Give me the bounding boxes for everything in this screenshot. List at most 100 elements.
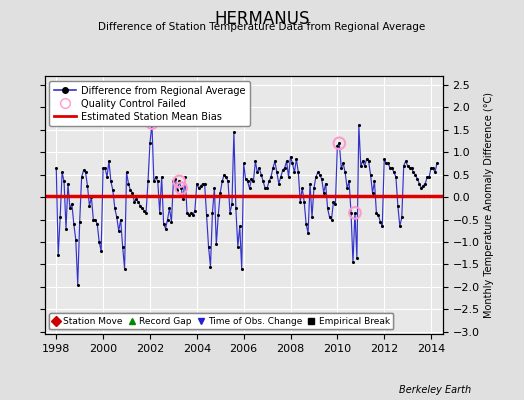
Point <box>255 165 264 171</box>
Point <box>302 221 310 227</box>
Point <box>363 156 371 162</box>
Point <box>372 210 380 216</box>
Point <box>151 174 160 180</box>
Point <box>253 169 261 176</box>
Point <box>177 185 185 191</box>
Point <box>228 201 236 207</box>
Point <box>194 185 203 191</box>
Point <box>216 190 224 196</box>
Point <box>134 198 143 205</box>
Point <box>214 212 223 218</box>
Point <box>245 185 254 191</box>
Point <box>399 162 408 169</box>
Point <box>288 160 297 167</box>
Point <box>136 203 145 209</box>
Point <box>132 196 140 202</box>
Point <box>165 205 173 212</box>
Point <box>73 282 82 288</box>
Point <box>280 165 289 171</box>
Point <box>167 219 176 225</box>
Point <box>329 198 337 205</box>
Point <box>358 158 367 164</box>
Point <box>175 178 183 185</box>
Point <box>351 210 359 216</box>
Point <box>292 156 301 162</box>
Point <box>401 158 410 164</box>
Point <box>191 208 199 214</box>
Point <box>58 169 67 176</box>
Point <box>202 212 211 218</box>
Point <box>409 169 418 176</box>
Point <box>323 205 332 212</box>
Point <box>382 160 390 167</box>
Point <box>417 185 425 191</box>
Point <box>304 230 312 236</box>
Point <box>179 196 188 202</box>
Point <box>204 243 213 250</box>
Point <box>81 169 90 176</box>
Point <box>384 160 392 167</box>
Point <box>52 165 60 171</box>
Point <box>199 180 207 187</box>
Point <box>158 174 166 180</box>
Point <box>272 169 281 176</box>
Point <box>56 214 64 220</box>
Point <box>433 160 441 167</box>
Point <box>290 169 299 176</box>
Point <box>183 210 191 216</box>
Point <box>277 174 285 180</box>
Point <box>351 210 359 216</box>
Point <box>265 178 273 185</box>
Point <box>343 185 351 191</box>
Point <box>353 254 361 261</box>
Point <box>394 203 402 209</box>
Point <box>398 214 406 220</box>
Point <box>282 158 291 164</box>
Point <box>261 185 269 191</box>
Point <box>333 142 342 149</box>
Point <box>271 158 279 164</box>
Point <box>300 198 308 205</box>
Point <box>425 174 433 180</box>
Point <box>335 140 344 146</box>
Point <box>83 183 92 189</box>
Y-axis label: Monthly Temperature Anomaly Difference (°C): Monthly Temperature Anomaly Difference (… <box>484 92 494 318</box>
Point <box>411 172 420 178</box>
Point <box>64 180 72 187</box>
Point <box>251 158 259 164</box>
Point <box>318 176 326 182</box>
Point <box>249 178 258 185</box>
Point <box>345 178 353 185</box>
Point <box>421 180 429 187</box>
Point <box>236 223 244 230</box>
Point <box>66 205 74 212</box>
Point <box>206 264 215 270</box>
Point <box>296 198 304 205</box>
Point <box>285 174 293 180</box>
Point <box>220 172 228 178</box>
Point <box>257 172 266 178</box>
Point <box>212 241 221 248</box>
Point <box>196 183 205 189</box>
Point <box>159 221 168 227</box>
Point <box>429 165 437 171</box>
Point <box>169 178 178 185</box>
Point <box>175 178 183 185</box>
Point <box>87 194 95 200</box>
Point <box>380 156 388 162</box>
Point <box>226 210 234 216</box>
Point <box>368 190 377 196</box>
Point <box>124 180 133 187</box>
Point <box>335 140 344 146</box>
Point <box>146 140 154 146</box>
Point <box>232 205 240 212</box>
Point <box>187 210 195 216</box>
Point <box>370 178 379 185</box>
Point <box>138 205 146 212</box>
Point <box>70 221 78 227</box>
Point <box>413 176 422 182</box>
Point <box>361 162 369 169</box>
Point <box>193 180 201 187</box>
Point <box>242 176 250 182</box>
Point <box>173 187 181 194</box>
